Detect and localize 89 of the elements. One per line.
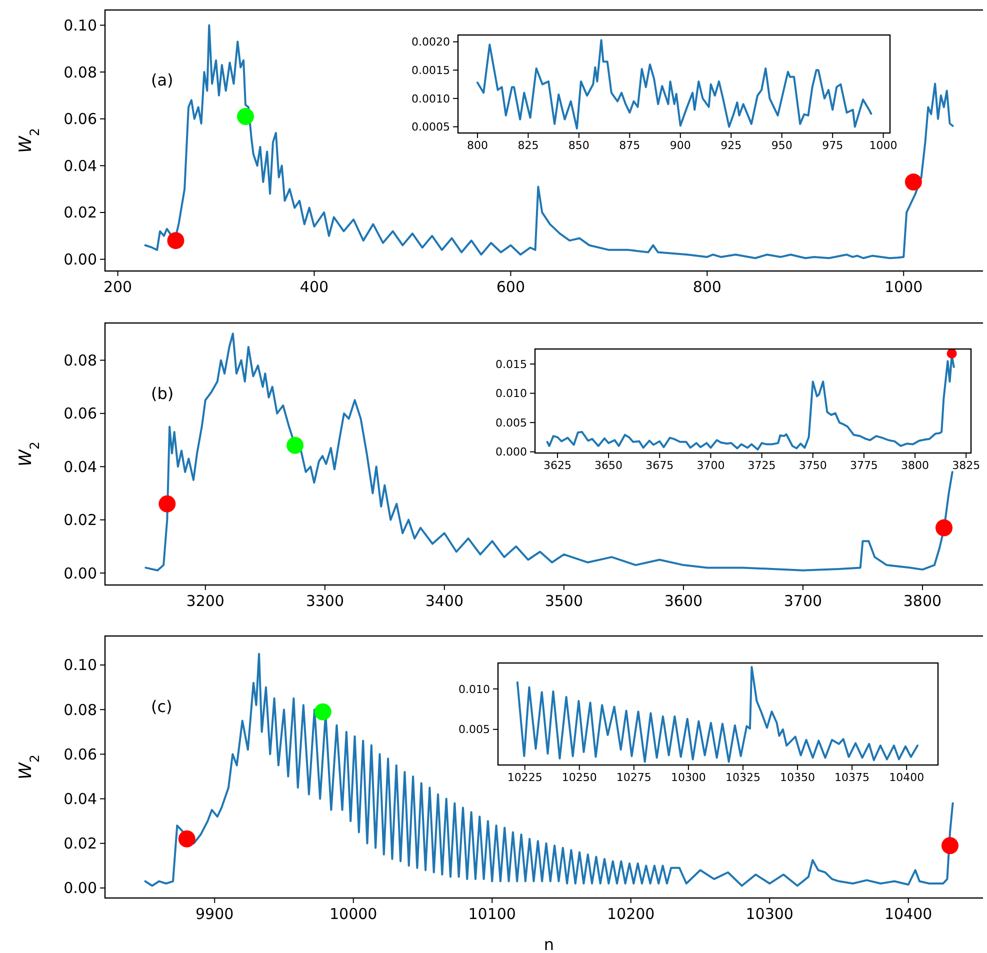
y-tick-label: 0.10 xyxy=(64,656,97,674)
y-tick-label: 0.10 xyxy=(64,16,97,34)
y-tick-label: 0.00 xyxy=(64,564,97,582)
y-tick-label: 0.0015 xyxy=(412,64,450,77)
x-tick-label: 400 xyxy=(300,278,329,296)
y-tick-label: 0.04 xyxy=(64,790,97,808)
x-tick-label: 850 xyxy=(568,139,590,152)
x-tick-label: 3650 xyxy=(594,459,623,472)
x-tick-label: 3400 xyxy=(425,592,464,610)
x-axis-title: n xyxy=(544,935,554,953)
annotation: (a) xyxy=(151,70,174,90)
x-tick-label: 3800 xyxy=(901,459,930,472)
x-tick-label: 3825 xyxy=(952,459,980,472)
x-tick-label: 10200 xyxy=(607,905,655,923)
x-tick-label: 3500 xyxy=(544,592,584,610)
x-tick-label: 800 xyxy=(692,278,722,296)
y-tick-label: 0.0020 xyxy=(412,36,450,49)
y-tick-label: 0.015 xyxy=(496,358,527,371)
point xyxy=(178,830,196,848)
x-tick-label: 10100 xyxy=(468,905,516,923)
x-tick-label: 3725 xyxy=(748,459,776,472)
y-tick-label: 0.00 xyxy=(64,879,97,898)
x-tick-label: 3200 xyxy=(186,592,224,610)
y-tick-label: 0.08 xyxy=(64,351,97,370)
x-tick-label: 10325 xyxy=(725,771,760,784)
x-tick-label: 3700 xyxy=(784,592,822,610)
y-tick-label: 0.06 xyxy=(64,110,97,128)
line-series xyxy=(516,666,918,763)
y-tick-label: 0.06 xyxy=(64,745,97,764)
line-series xyxy=(144,24,954,260)
y-tick-label: 0.02 xyxy=(64,834,97,853)
x-tick-label: 200 xyxy=(103,278,132,296)
x-tick-label: 10000 xyxy=(330,905,378,923)
y-tick-label: 0.08 xyxy=(64,63,97,82)
y-tick-label: 0.005 xyxy=(458,723,490,736)
y-tick-label: 0.02 xyxy=(64,204,97,222)
annotation: (c) xyxy=(151,696,172,716)
y-tick-label: 0.010 xyxy=(458,682,490,696)
x-tick-label: 875 xyxy=(619,139,640,152)
point xyxy=(236,108,254,126)
y-tick-label: 0.000 xyxy=(496,446,527,459)
y-tick-label: 0.02 xyxy=(64,511,97,530)
annotation: (b) xyxy=(151,384,174,403)
x-tick-label: 3300 xyxy=(306,592,344,610)
x-tick-label: 10400 xyxy=(884,905,932,923)
y-tick-label: 0.010 xyxy=(496,387,527,400)
y-tick-label: 0.00 xyxy=(64,250,97,269)
x-tick-label: 10275 xyxy=(616,771,652,784)
x-tick-label: 10350 xyxy=(780,771,816,784)
y-tick-label: 0.0010 xyxy=(412,92,450,106)
point xyxy=(904,174,922,191)
point xyxy=(314,703,332,720)
x-tick-label: 3750 xyxy=(798,459,827,472)
point xyxy=(167,232,184,250)
y-tick-label: 0.08 xyxy=(64,700,97,719)
x-tick-label: 825 xyxy=(518,139,539,152)
y-tick-label: 0.04 xyxy=(64,156,97,175)
x-tick-label: 3800 xyxy=(903,592,942,610)
x-tick-label: 1000 xyxy=(869,139,898,152)
x-tick-label: 9900 xyxy=(196,905,234,923)
x-tick-label: 800 xyxy=(466,139,488,152)
x-tick-label: 3775 xyxy=(850,459,878,472)
x-tick-label: 950 xyxy=(771,139,792,152)
point xyxy=(158,495,176,512)
x-tick-label: 1000 xyxy=(884,278,923,296)
x-tick-label: 10250 xyxy=(562,771,597,784)
x-tick-label: 10225 xyxy=(507,771,542,784)
x-tick-label: 975 xyxy=(822,139,844,152)
y-tick-label: 0.0005 xyxy=(412,120,450,134)
x-tick-label: 925 xyxy=(720,139,742,152)
line-series xyxy=(476,39,872,130)
point xyxy=(941,837,958,854)
x-tick-label: 10375 xyxy=(834,771,870,784)
x-tick-label: 600 xyxy=(496,278,526,296)
line-series xyxy=(144,332,954,572)
x-tick-label: 3675 xyxy=(646,459,674,472)
x-tick-label: 10300 xyxy=(670,771,706,784)
x-tick-label: 10400 xyxy=(889,771,924,784)
x-tick-label: 900 xyxy=(670,139,691,152)
y-tick-label: 0.005 xyxy=(496,416,527,430)
x-tick-label: 3600 xyxy=(664,592,703,610)
line-series xyxy=(144,652,954,887)
x-tick-label: 3700 xyxy=(696,459,725,472)
x-tick-label: 10300 xyxy=(746,905,794,923)
x-tick-label: 3625 xyxy=(543,459,572,472)
point xyxy=(286,436,304,454)
point xyxy=(936,519,952,536)
y-tick-label: 0.04 xyxy=(64,458,97,476)
y-tick-label: 0.06 xyxy=(64,404,97,423)
